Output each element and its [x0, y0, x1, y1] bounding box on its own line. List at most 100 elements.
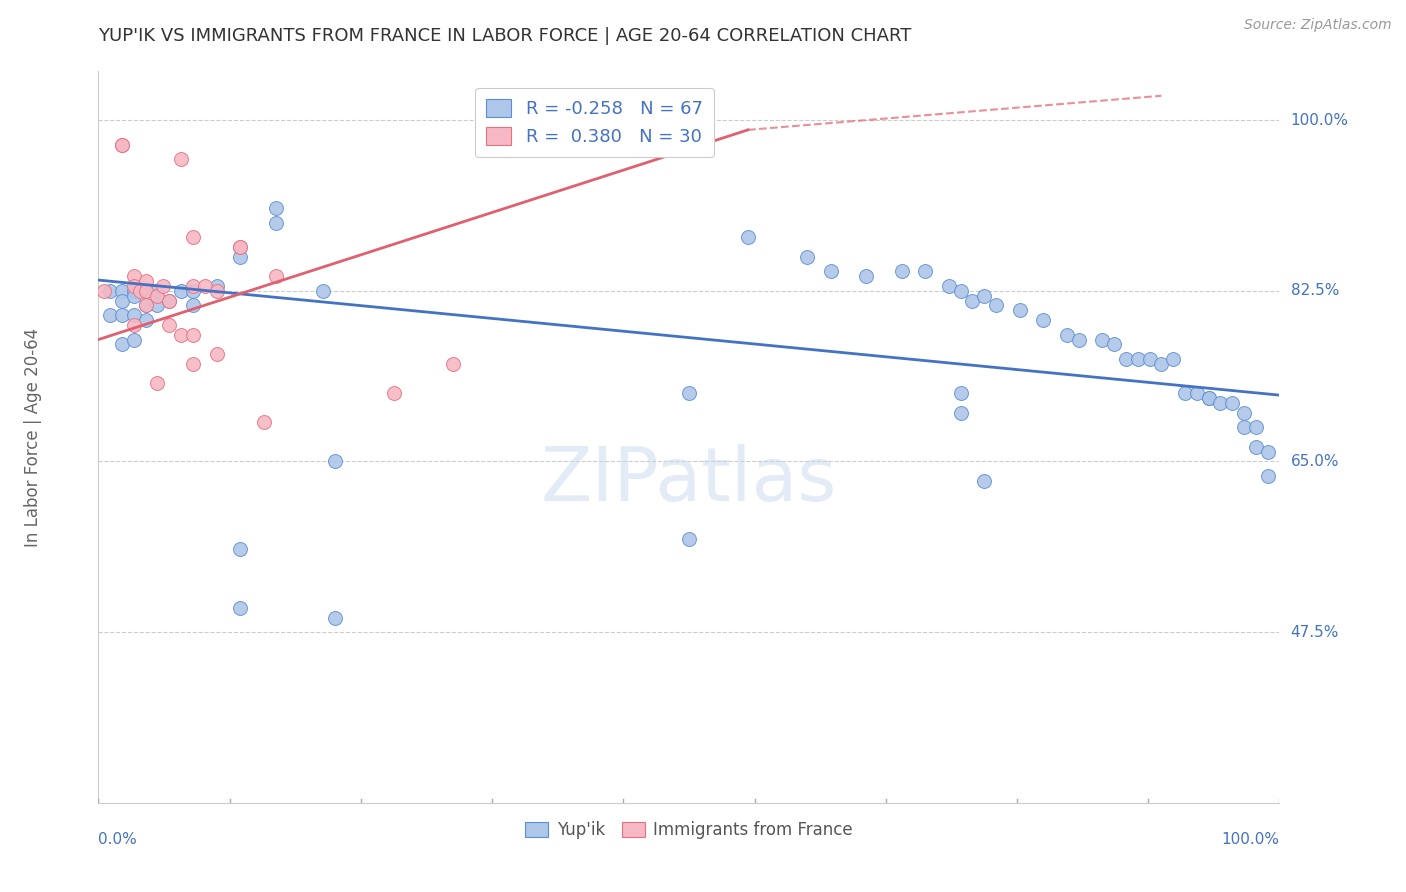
Point	[146, 288, 169, 302]
Point	[181, 284, 204, 298]
Point	[949, 284, 972, 298]
Point	[229, 240, 252, 254]
Text: 0.0%: 0.0%	[98, 832, 138, 847]
Point	[122, 279, 145, 293]
Point	[1056, 327, 1078, 342]
Point	[146, 376, 169, 391]
Point	[984, 298, 1007, 312]
Point	[1067, 333, 1090, 347]
Point	[264, 215, 287, 229]
Point	[135, 284, 157, 298]
Point	[98, 308, 121, 322]
Text: Source: ZipAtlas.com: Source: ZipAtlas.com	[1244, 18, 1392, 32]
Point	[181, 357, 204, 371]
Point	[253, 416, 276, 430]
Point	[205, 284, 228, 298]
Point	[111, 308, 134, 322]
Point	[194, 279, 217, 293]
Point	[93, 284, 115, 298]
Point	[229, 600, 252, 615]
Point	[938, 279, 960, 293]
Point	[111, 284, 134, 298]
Legend: Yup'ik, Immigrants from France: Yup'ik, Immigrants from France	[519, 814, 859, 846]
Point	[1032, 313, 1054, 327]
Point	[678, 386, 700, 401]
Point	[135, 313, 157, 327]
Point	[1126, 352, 1149, 367]
Point	[181, 327, 204, 342]
Point	[135, 284, 157, 298]
Point	[98, 284, 121, 298]
Point	[205, 347, 228, 361]
Point	[135, 274, 157, 288]
Point	[181, 298, 204, 312]
Point	[111, 337, 134, 351]
Text: In Labor Force | Age 20-64: In Labor Force | Age 20-64	[24, 327, 42, 547]
Point	[949, 406, 972, 420]
Point	[229, 250, 252, 264]
Point	[820, 264, 842, 278]
Point	[323, 454, 346, 468]
Text: YUP'IK VS IMMIGRANTS FROM FRANCE IN LABOR FORCE | AGE 20-64 CORRELATION CHART: YUP'IK VS IMMIGRANTS FROM FRANCE IN LABO…	[98, 27, 912, 45]
Point	[122, 308, 145, 322]
Text: 47.5%: 47.5%	[1291, 624, 1339, 640]
Point	[1233, 406, 1256, 420]
Point	[1139, 352, 1161, 367]
Point	[890, 264, 912, 278]
Point	[1174, 386, 1197, 401]
Point	[170, 327, 193, 342]
Text: 65.0%: 65.0%	[1291, 454, 1339, 469]
Text: 82.5%: 82.5%	[1291, 284, 1339, 298]
Point	[157, 293, 180, 308]
Point	[737, 230, 759, 244]
Point	[122, 318, 145, 332]
Point	[1233, 420, 1256, 434]
Text: 100.0%: 100.0%	[1222, 832, 1279, 847]
Point	[1209, 396, 1232, 410]
Point	[1198, 391, 1220, 405]
Point	[111, 137, 134, 152]
Point	[122, 269, 145, 284]
Text: ZIPatlas: ZIPatlas	[541, 444, 837, 517]
Point	[1244, 440, 1267, 454]
Point	[1220, 396, 1243, 410]
Point	[146, 298, 169, 312]
Point	[1102, 337, 1125, 351]
Point	[122, 333, 145, 347]
Point	[128, 284, 150, 298]
Point	[181, 230, 204, 244]
Point	[122, 284, 145, 298]
Point	[111, 293, 134, 308]
Point	[264, 201, 287, 215]
Point	[949, 386, 972, 401]
Point	[264, 269, 287, 284]
Point	[973, 288, 995, 302]
Point	[962, 293, 984, 308]
Point	[1091, 333, 1114, 347]
Point	[1257, 469, 1279, 483]
Point	[1161, 352, 1184, 367]
Point	[157, 293, 180, 308]
Point	[229, 542, 252, 557]
Point	[1198, 391, 1220, 405]
Point	[914, 264, 936, 278]
Point	[157, 318, 180, 332]
Point	[1257, 444, 1279, 458]
Point	[122, 288, 145, 302]
Point	[170, 152, 193, 166]
Point	[135, 298, 157, 312]
Point	[229, 240, 252, 254]
Point	[312, 284, 335, 298]
Point	[1244, 420, 1267, 434]
Point	[678, 533, 700, 547]
Point	[1008, 303, 1031, 318]
Point	[855, 269, 877, 284]
Point	[1185, 386, 1208, 401]
Point	[111, 137, 134, 152]
Text: 100.0%: 100.0%	[1291, 112, 1348, 128]
Point	[205, 279, 228, 293]
Point	[796, 250, 818, 264]
Point	[441, 357, 464, 371]
Point	[1150, 357, 1173, 371]
Point	[170, 284, 193, 298]
